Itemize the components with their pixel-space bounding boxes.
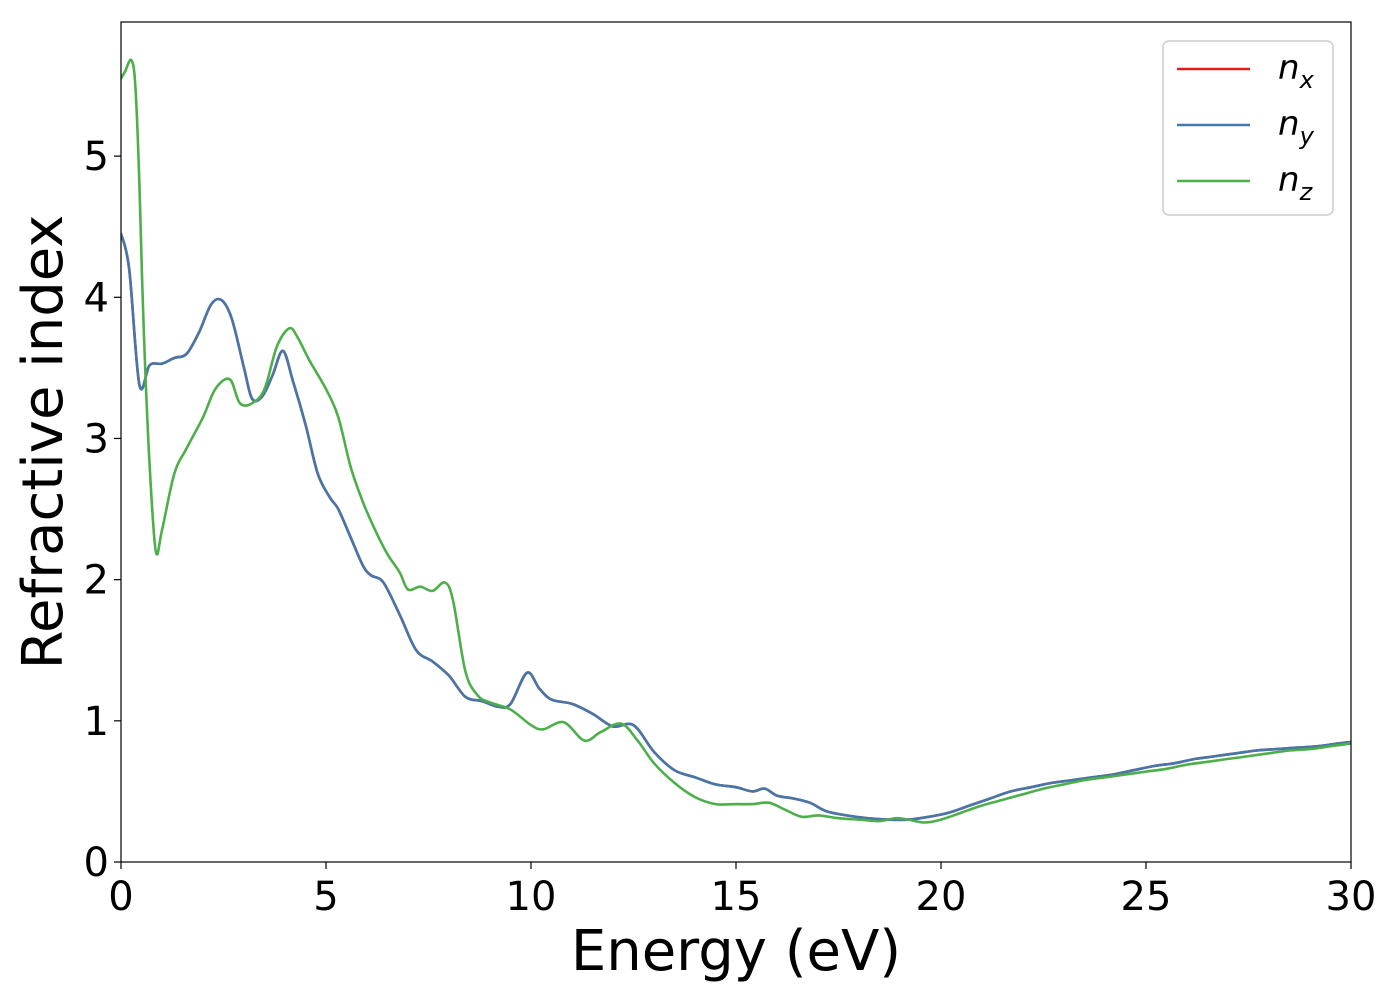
y-tick-label: 2 [84,558,109,604]
legend-label-main: n [1278,48,1300,88]
x-tick-label: 10 [506,874,557,920]
x-tick-label: 0 [108,874,133,920]
x-axis-title: Energy (eV) [571,919,901,984]
y-tick-label: 0 [84,840,109,886]
legend-label-subscript: z [1299,178,1314,206]
x-tick-label: 5 [313,874,338,920]
legend-box [1162,40,1334,216]
y-axis-title: Refractive index [11,215,76,670]
legend-label-main: n [1278,160,1300,200]
series-line-nz [121,58,1351,824]
y-tick-label: 3 [84,416,109,462]
x-tick-label: 15 [711,874,762,920]
y-tick-label: 4 [84,275,109,321]
ticks-layer: 0 5 10 15 20 25 30 0 1 2 3 4 5 [84,134,1377,920]
legend-label-nz: nz [1278,160,1314,206]
legend-label-nx: nx [1278,48,1315,94]
x-tick-label: 30 [1326,874,1377,920]
legend-label-main: n [1278,104,1300,144]
y-tick-label: 1 [84,699,109,745]
x-tick-label: 20 [916,874,967,920]
x-tick-label: 25 [1121,874,1172,920]
series-layer [121,58,1351,824]
legend-label-ny: ny [1278,104,1315,150]
legend-label-subscript: y [1299,122,1315,150]
legend-label-subscript: x [1299,66,1315,94]
y-tick-label: 5 [84,134,109,180]
